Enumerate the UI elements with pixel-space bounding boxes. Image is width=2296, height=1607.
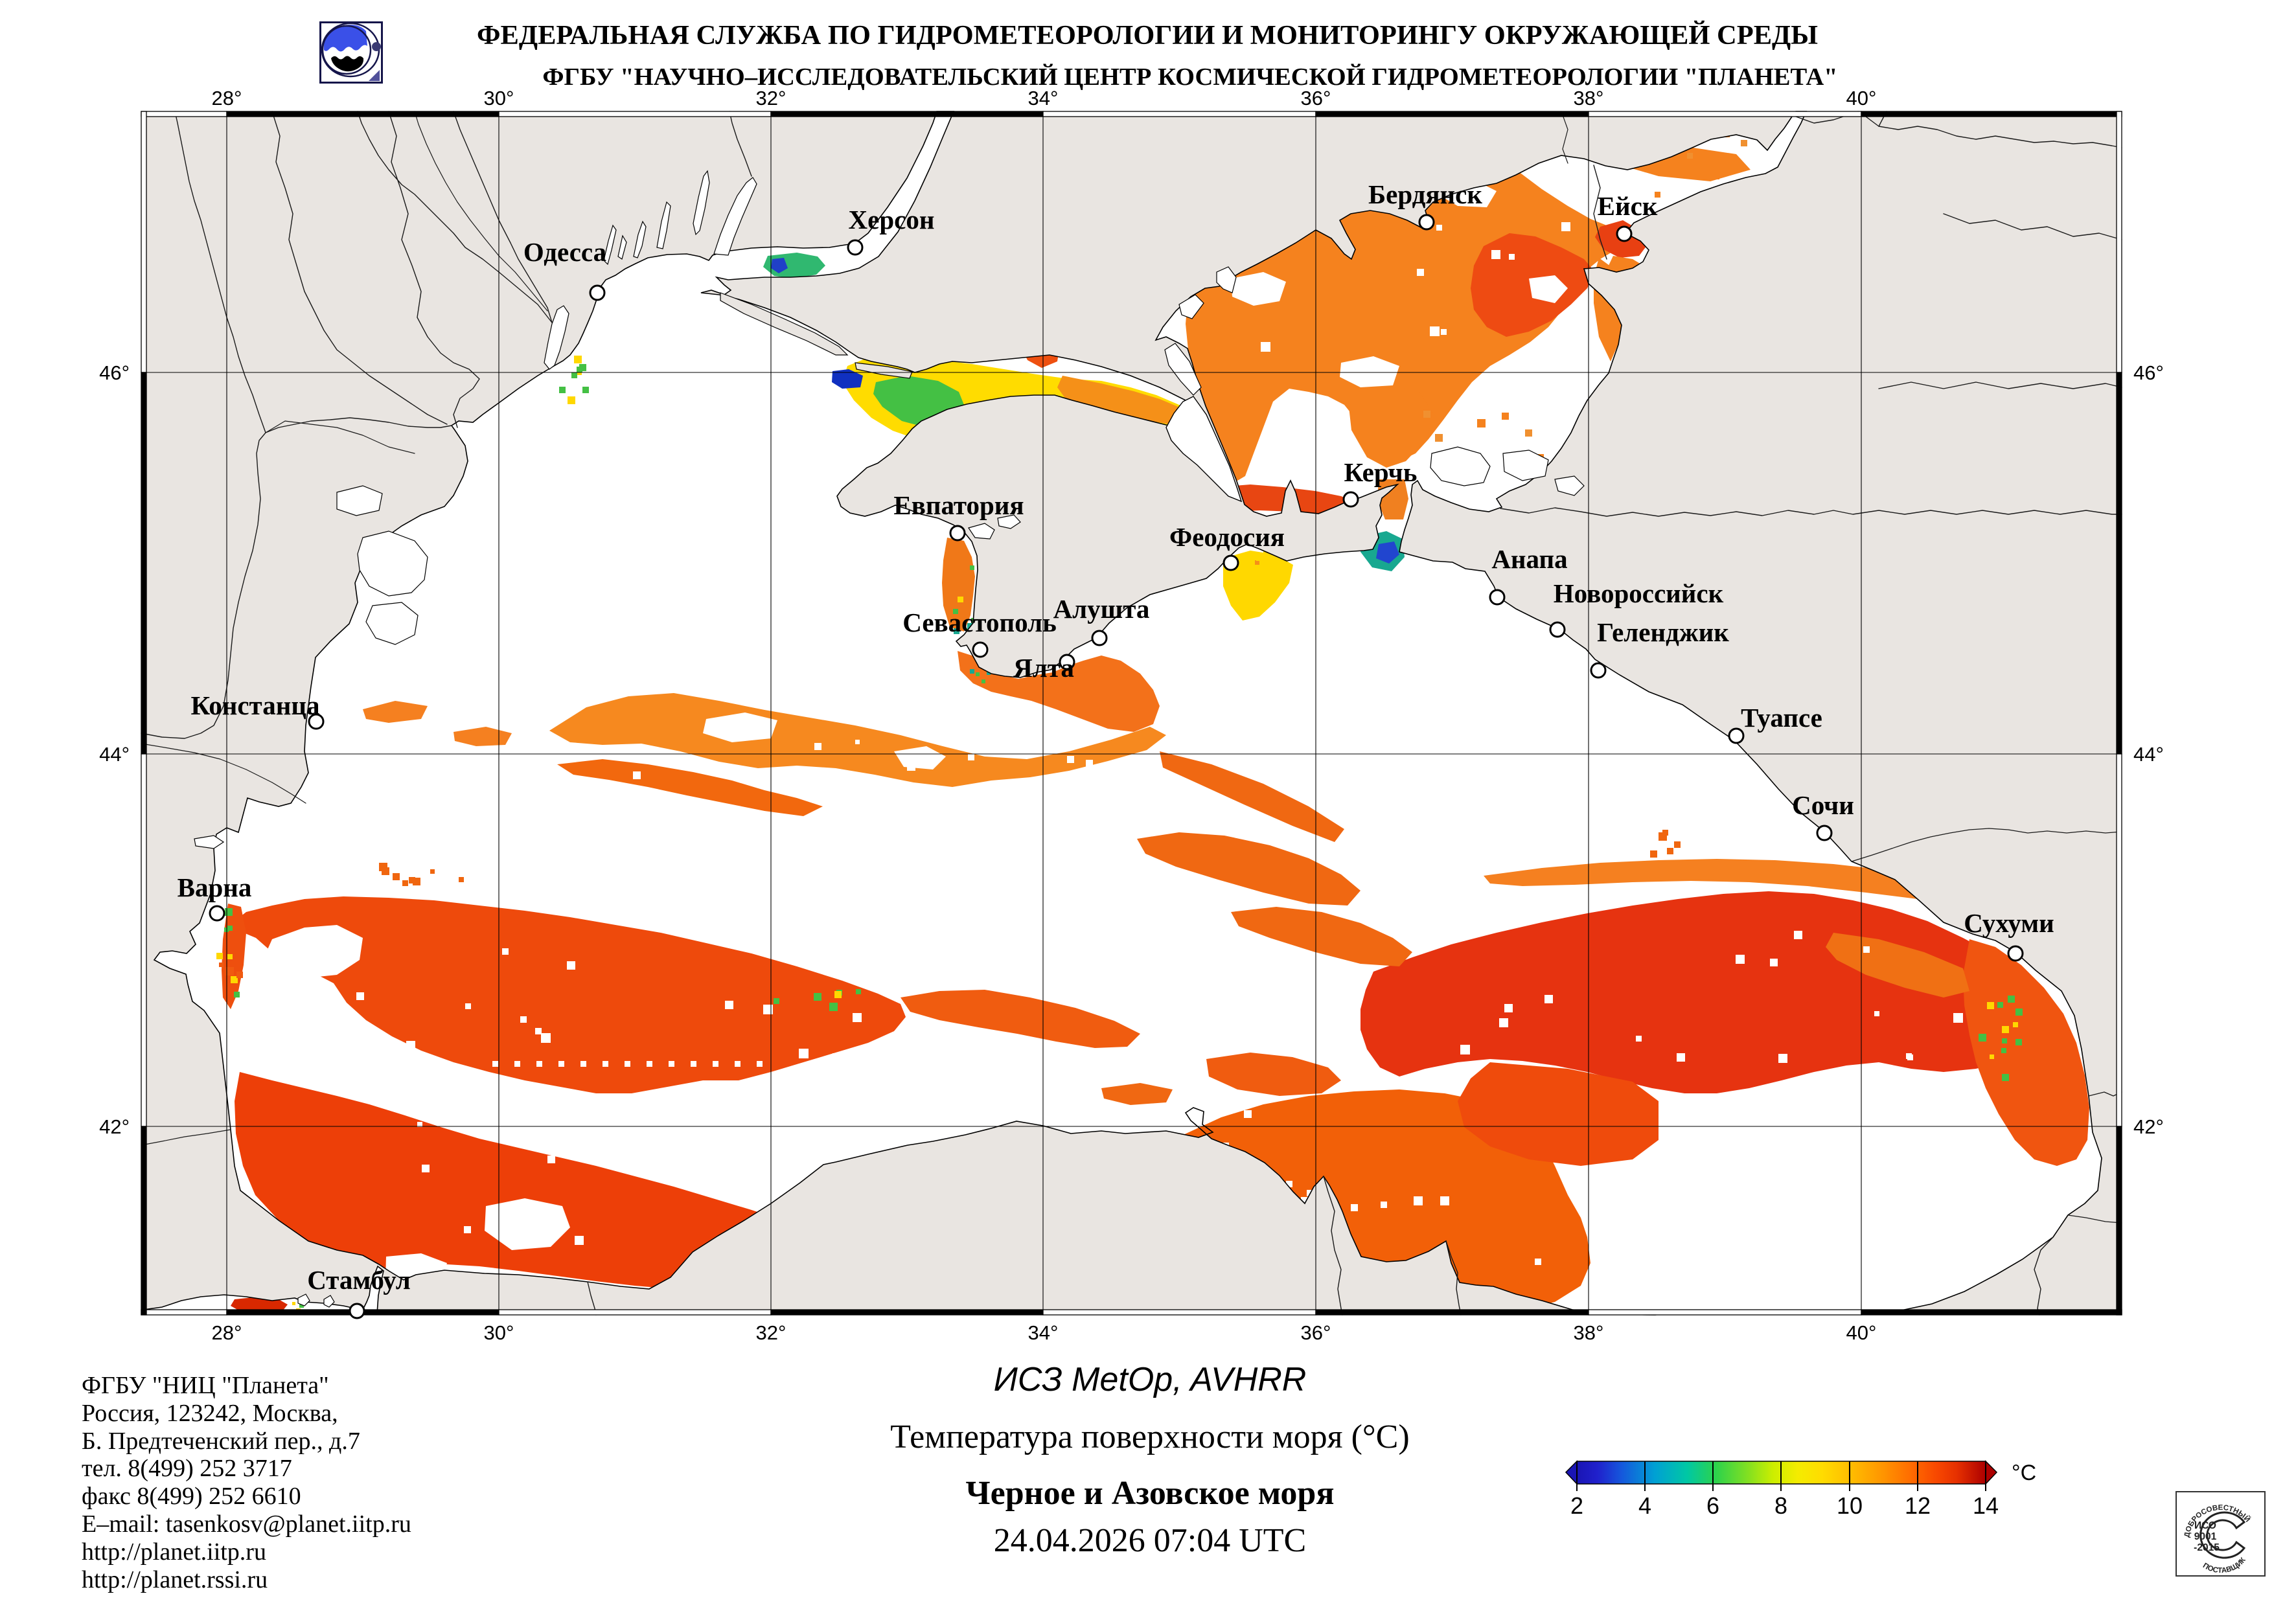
svg-text:Херсон: Херсон bbox=[849, 205, 935, 234]
svg-text:Сухуми: Сухуми bbox=[1964, 908, 2054, 938]
svg-text:34°: 34° bbox=[1028, 87, 1059, 109]
svg-text:44°: 44° bbox=[2133, 743, 2164, 766]
svg-text:Сочи: Сочи bbox=[1792, 790, 1854, 820]
svg-text:Севастополь: Севастополь bbox=[902, 608, 1057, 637]
svg-text:Анапа: Анапа bbox=[1491, 544, 1567, 574]
svg-text:32°: 32° bbox=[756, 87, 786, 109]
svg-text:Туапсе: Туапсе bbox=[1741, 703, 1822, 733]
svg-text:Алушта: Алушта bbox=[1053, 594, 1150, 624]
svg-text:Геленджик: Геленджик bbox=[1597, 617, 1729, 647]
svg-text:Ялта: Ялта bbox=[1013, 653, 1074, 683]
svg-text:Стамбул: Стамбул bbox=[307, 1265, 411, 1295]
svg-text:6: 6 bbox=[1706, 1492, 1719, 1519]
svg-text:38°: 38° bbox=[1574, 87, 1604, 109]
svg-text:Варна: Варна bbox=[178, 872, 252, 902]
svg-text:42°: 42° bbox=[99, 1115, 130, 1138]
svg-text:12: 12 bbox=[1905, 1492, 1931, 1519]
svg-text:28°: 28° bbox=[212, 87, 242, 109]
svg-text:Новороссийск: Новороссийск bbox=[1554, 578, 1724, 608]
svg-text:14: 14 bbox=[1973, 1492, 1999, 1519]
svg-text:42°: 42° bbox=[2133, 1115, 2164, 1138]
svg-text:28°: 28° bbox=[212, 1321, 242, 1344]
svg-text:9001: 9001 bbox=[2194, 1531, 2217, 1542]
svg-text:46°: 46° bbox=[99, 361, 130, 384]
svg-text:40°: 40° bbox=[1846, 87, 1877, 109]
svg-text:°C: °C bbox=[2012, 1461, 2036, 1485]
svg-text:8: 8 bbox=[1774, 1492, 1787, 1519]
svg-text:Феодосия: Феодосия bbox=[1169, 522, 1285, 552]
svg-text:-2015: -2015 bbox=[2194, 1542, 2220, 1553]
svg-text:Бердянск: Бердянск bbox=[1368, 179, 1482, 209]
svg-text:10: 10 bbox=[1837, 1492, 1863, 1519]
svg-text:Керчь: Керчь bbox=[1344, 457, 1418, 487]
svg-text:Ейск: Ейск bbox=[1598, 191, 1658, 221]
svg-text:2: 2 bbox=[1570, 1492, 1583, 1519]
svg-text:30°: 30° bbox=[484, 1321, 514, 1344]
svg-text:40°: 40° bbox=[1846, 1321, 1877, 1344]
svg-text:32°: 32° bbox=[756, 1321, 786, 1344]
svg-text:Констанца: Констанца bbox=[191, 690, 320, 720]
svg-text:ИСО: ИСО bbox=[2194, 1520, 2216, 1531]
svg-text:Евпатория: Евпатория bbox=[893, 490, 1024, 520]
svg-text:38°: 38° bbox=[1574, 1321, 1604, 1344]
svg-text:4: 4 bbox=[1638, 1492, 1651, 1519]
svg-text:Одесса: Одесса bbox=[523, 237, 606, 267]
svg-text:30°: 30° bbox=[484, 87, 514, 109]
svg-text:46°: 46° bbox=[2133, 361, 2164, 384]
svg-text:36°: 36° bbox=[1301, 87, 1331, 109]
svg-text:44°: 44° bbox=[99, 743, 130, 766]
svg-text:34°: 34° bbox=[1028, 1321, 1059, 1344]
svg-text:36°: 36° bbox=[1301, 1321, 1331, 1344]
